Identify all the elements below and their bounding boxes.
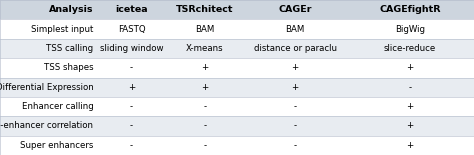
- Text: +: +: [406, 102, 414, 111]
- Text: BAM: BAM: [285, 24, 305, 34]
- Text: Analysis: Analysis: [49, 5, 93, 14]
- Bar: [97, 136, 166, 155]
- Bar: [97, 19, 166, 39]
- Bar: [97, 0, 166, 19]
- Bar: [97, 39, 166, 58]
- Text: distance or paraclu: distance or paraclu: [254, 44, 337, 53]
- Text: -: -: [293, 121, 297, 131]
- Text: -: -: [130, 63, 133, 72]
- Bar: [0, 97, 97, 116]
- Bar: [0, 0, 97, 19]
- Text: +: +: [292, 83, 299, 92]
- Text: Super enhancers: Super enhancers: [20, 141, 93, 150]
- Text: +: +: [201, 83, 209, 92]
- Bar: [166, 116, 244, 136]
- Text: TSRchitect: TSRchitect: [176, 5, 234, 14]
- Text: +: +: [406, 63, 414, 72]
- Bar: [244, 39, 346, 58]
- Bar: [346, 19, 474, 39]
- Text: TSS calling: TSS calling: [46, 44, 93, 53]
- Bar: [166, 58, 244, 78]
- Bar: [166, 136, 244, 155]
- Bar: [244, 19, 346, 39]
- Text: -: -: [130, 121, 133, 131]
- Bar: [0, 58, 97, 78]
- Bar: [97, 97, 166, 116]
- Text: CAGEfightR: CAGEfightR: [379, 5, 441, 14]
- Text: -: -: [293, 102, 297, 111]
- Text: -: -: [293, 141, 297, 150]
- Text: BAM: BAM: [195, 24, 215, 34]
- Bar: [0, 136, 97, 155]
- Text: TSS-enhancer correlation: TSS-enhancer correlation: [0, 121, 93, 131]
- Bar: [166, 39, 244, 58]
- Bar: [244, 97, 346, 116]
- Bar: [0, 78, 97, 97]
- Bar: [244, 0, 346, 19]
- Bar: [166, 19, 244, 39]
- Bar: [166, 78, 244, 97]
- Bar: [166, 0, 244, 19]
- Bar: [346, 39, 474, 58]
- Bar: [346, 0, 474, 19]
- Text: +: +: [406, 121, 414, 131]
- Bar: [244, 136, 346, 155]
- Text: +: +: [292, 63, 299, 72]
- Text: Differential Expression: Differential Expression: [0, 83, 93, 92]
- Bar: [97, 58, 166, 78]
- Bar: [346, 136, 474, 155]
- Text: -: -: [130, 141, 133, 150]
- Bar: [0, 19, 97, 39]
- Text: X-means: X-means: [186, 44, 224, 53]
- Bar: [166, 97, 244, 116]
- Text: -: -: [203, 141, 207, 150]
- Bar: [346, 58, 474, 78]
- Text: icetea: icetea: [115, 5, 148, 14]
- Text: -: -: [409, 83, 411, 92]
- Bar: [346, 78, 474, 97]
- Bar: [0, 116, 97, 136]
- Text: +: +: [201, 63, 209, 72]
- Text: -: -: [130, 102, 133, 111]
- Text: TSS shapes: TSS shapes: [44, 63, 93, 72]
- Bar: [244, 78, 346, 97]
- Text: Enhancer calling: Enhancer calling: [22, 102, 93, 111]
- Text: FASTQ: FASTQ: [118, 24, 146, 34]
- Bar: [244, 58, 346, 78]
- Text: +: +: [128, 83, 135, 92]
- Text: CAGEr: CAGEr: [278, 5, 312, 14]
- Text: -: -: [203, 102, 207, 111]
- Bar: [346, 116, 474, 136]
- Bar: [97, 116, 166, 136]
- Text: slice-reduce: slice-reduce: [384, 44, 436, 53]
- Text: BigWig: BigWig: [395, 24, 425, 34]
- Text: +: +: [406, 141, 414, 150]
- Bar: [346, 97, 474, 116]
- Text: Simplest input: Simplest input: [31, 24, 93, 34]
- Bar: [97, 78, 166, 97]
- Bar: [0, 39, 97, 58]
- Text: sliding window: sliding window: [100, 44, 163, 53]
- Text: -: -: [203, 121, 207, 131]
- Bar: [244, 116, 346, 136]
